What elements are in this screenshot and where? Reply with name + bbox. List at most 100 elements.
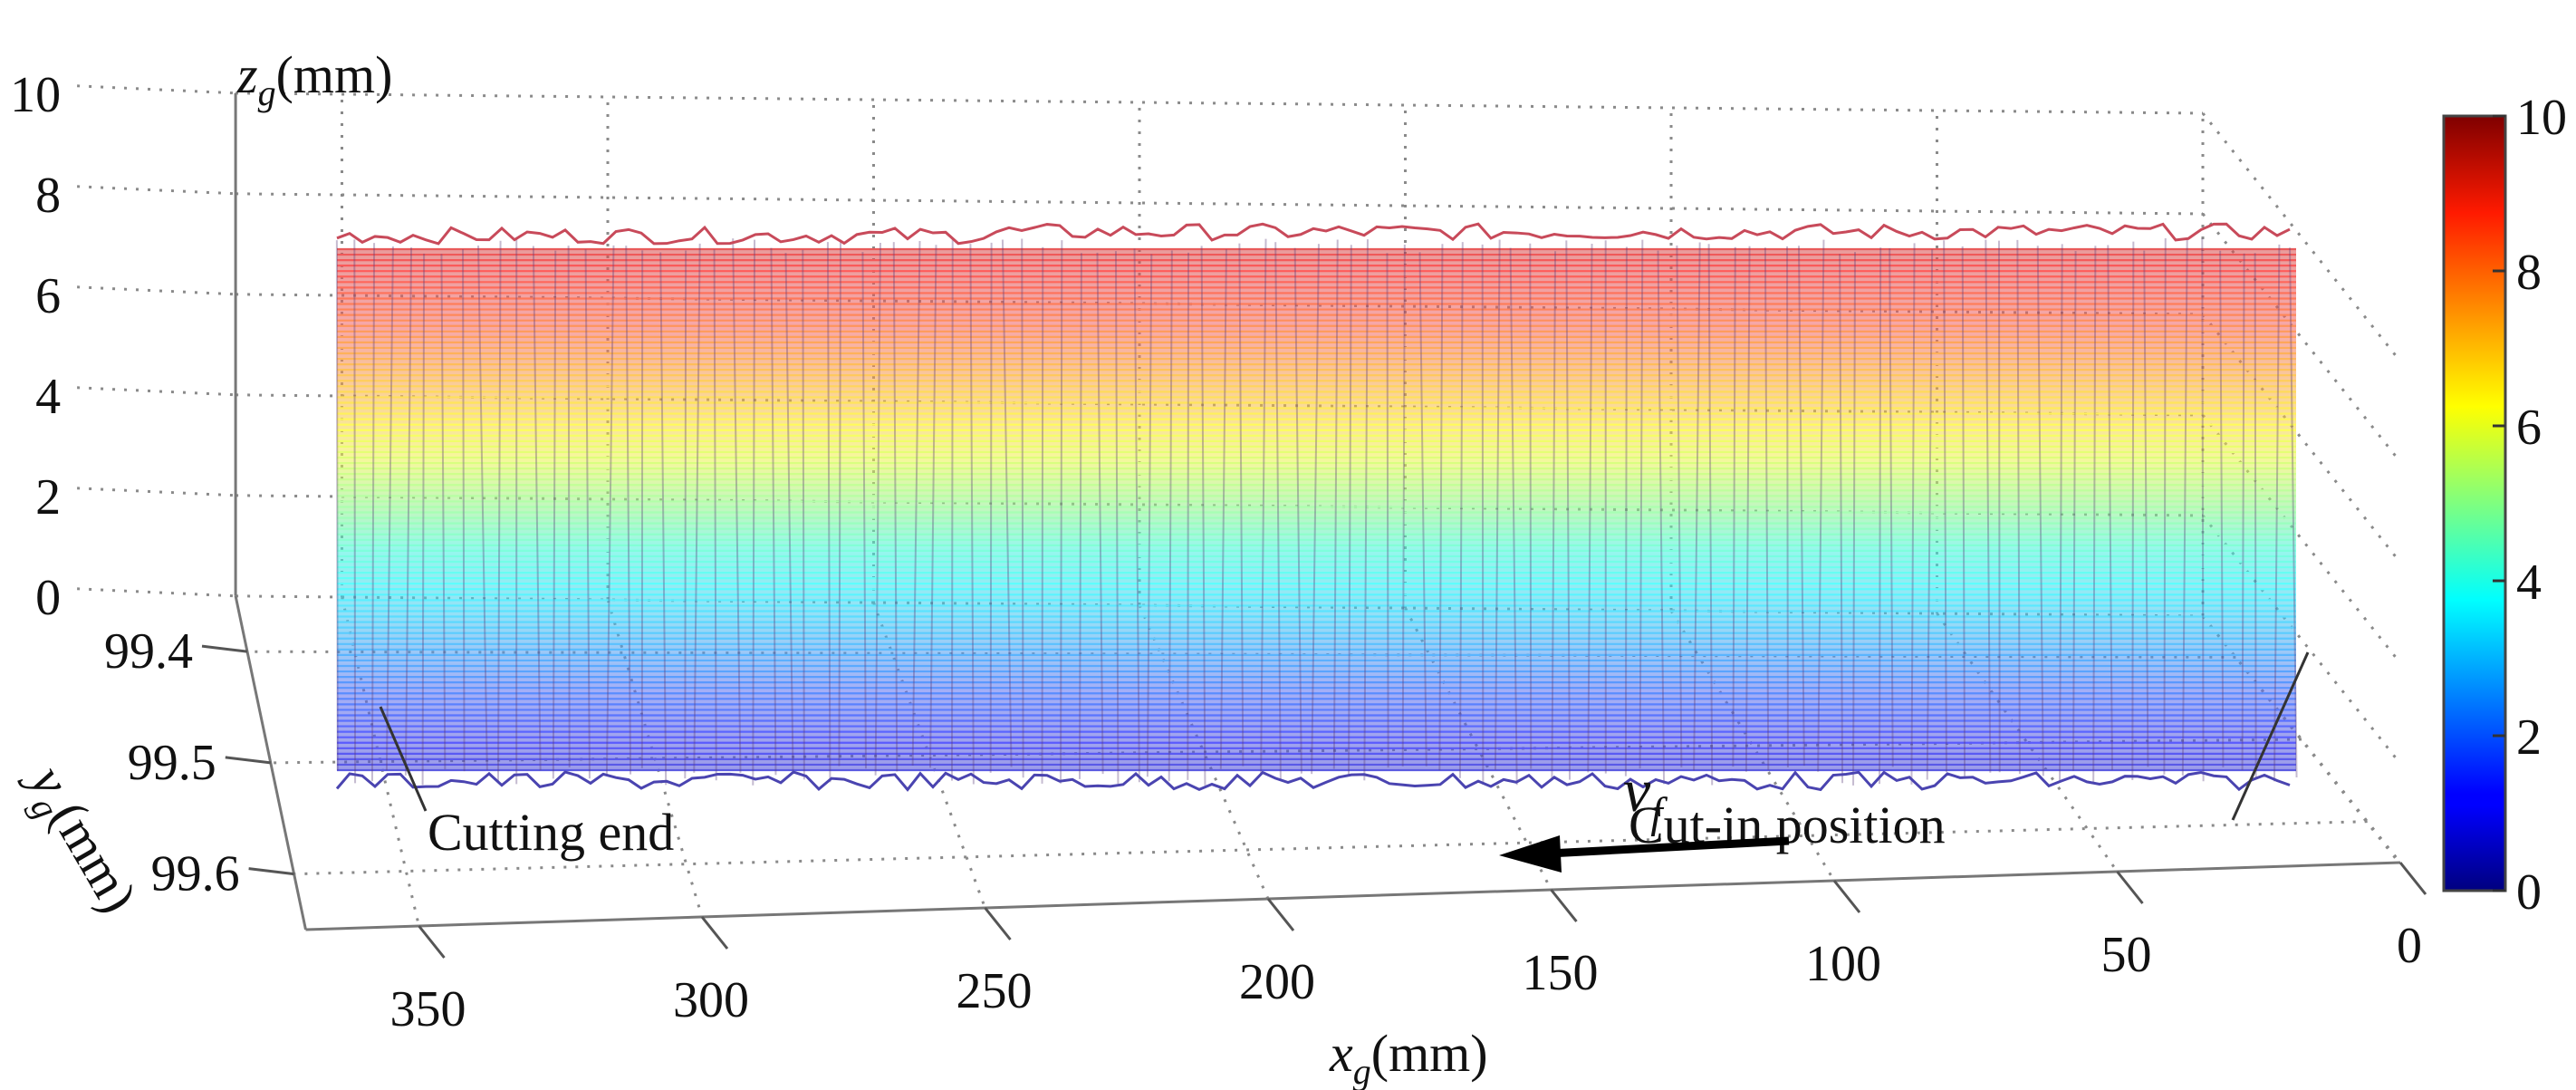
colorbar-tick-label: 10: [2516, 90, 2567, 146]
surface-col-line: [1786, 246, 1789, 768]
surface-bottom-edge: [335, 770, 2291, 792]
surface-col-line: [2036, 246, 2044, 777]
surface-col-line: [552, 250, 557, 779]
surface-col-line: [1745, 246, 1751, 772]
y-tick-mark: [225, 756, 271, 765]
surface-col-line: [1200, 246, 1206, 786]
x-tick-label: 150: [1523, 945, 1599, 1001]
surface-col-line: [1985, 239, 1992, 773]
x-tick-mark: [1266, 898, 1295, 931]
surface-col-line: [1060, 240, 1063, 784]
z-tick-label: 2: [35, 469, 61, 526]
surface-col-line: [625, 246, 632, 775]
surface-col-line: [335, 240, 339, 771]
surface-col-line: [1565, 240, 1572, 780]
surface-col-line: [1238, 243, 1245, 767]
surface-col-line: [1494, 239, 1501, 770]
surface-top-edge: [336, 222, 2291, 246]
surface-col-line: [1852, 252, 1857, 786]
surface-col-line: [1363, 239, 1369, 781]
surface-col-line: [1348, 245, 1352, 777]
z-tick-label: 0: [35, 570, 61, 626]
z-axis-label: zg(mm): [236, 45, 392, 113]
surface-col-line: [353, 239, 357, 784]
cutting-end-pointer: [379, 706, 428, 812]
y-tick-label: 99.4: [104, 623, 193, 680]
back-gridline-z: [235, 92, 2204, 115]
surface-col-line: [684, 250, 687, 779]
x-tick-mark: [2116, 871, 2144, 904]
colorbar-tick-label: 6: [2516, 400, 2542, 456]
surface-col-line: [969, 244, 975, 785]
surface-col-line: [421, 253, 426, 786]
surface-col-line: [1910, 243, 1916, 785]
surface-col-line: [826, 242, 831, 783]
surface-col-line: [892, 242, 899, 772]
colorbar-ticks: 10 8 6 4 2 0: [2493, 90, 2567, 921]
surface-col-line: [1676, 245, 1683, 767]
surface-col-line: [752, 239, 756, 786]
surface-col-line: [1529, 243, 1533, 769]
surface-col-line: [1293, 247, 1302, 774]
x-tick-label: 50: [2101, 927, 2152, 983]
right-gridline-z: [2201, 414, 2399, 661]
right-gridline-z: [2201, 515, 2399, 761]
x-tick-label: 200: [1239, 954, 1315, 1010]
surface-mesh: [335, 222, 2298, 792]
surface-col-line: [1311, 244, 1320, 775]
surface-col-line: [1418, 252, 1427, 767]
right-gridline-z: [2201, 112, 2399, 359]
z-tick-label: 10: [10, 67, 61, 123]
left-gridline-z: [77, 487, 236, 497]
feed-arrow-head: [1499, 835, 1562, 873]
x-tick-label: 100: [1805, 936, 1881, 992]
y-tick-label: 99.6: [151, 846, 240, 902]
surface-col-line: [861, 252, 867, 769]
surface-col-line: [1332, 239, 1339, 769]
x-tick-mark: [1832, 880, 1861, 913]
surface-col-line: [1168, 250, 1173, 782]
colorbar-tick-label: 0: [2516, 864, 2542, 921]
surface-col-line: [1639, 239, 1644, 769]
tick-labels: 350 300 250 200 150 100 50 0 99.4 99.5 99.6 10 8 6 4 2 0: [10, 67, 2427, 1037]
surface-col-line: [950, 238, 954, 781]
surface-col-line: [1114, 251, 1120, 785]
surface-col-line: [1732, 246, 1736, 767]
surface-col-line: [2181, 238, 2188, 776]
back-gridline-z: [235, 192, 2204, 216]
surface-col-line: [532, 246, 542, 771]
x-tick-mark: [1550, 889, 1578, 922]
surface-col-line: [770, 247, 777, 776]
surface-col-line: [1693, 242, 1701, 771]
surface-col-line: [1657, 250, 1666, 785]
surface-col-line: [2072, 251, 2077, 771]
z-tick-label: 4: [35, 369, 61, 425]
surface-col-line: [2059, 244, 2063, 781]
surface-col-line: [1943, 240, 1947, 773]
surface-col-line: [1078, 253, 1082, 779]
y-tick-mark: [201, 644, 248, 653]
surface-col-line: [1509, 247, 1518, 786]
surface-col-line: [2107, 245, 2113, 770]
left-gridline-z: [77, 185, 236, 196]
surface-col-line: [659, 252, 668, 786]
surface-col-line: [732, 238, 742, 773]
surface-col-line: [874, 243, 881, 776]
surface-col-line: [713, 249, 717, 781]
surface-col-line: [1274, 242, 1282, 781]
surface-col-line: [404, 247, 413, 776]
surface-col-line: [2201, 238, 2205, 782]
surface-col-line: [1386, 253, 1389, 768]
x-tick-mark: [984, 907, 1012, 940]
surface-col-line: [802, 249, 805, 780]
surface-col-line: [477, 246, 488, 771]
colorbar-tick-label: 4: [2516, 555, 2542, 611]
surface-col-line: [1764, 247, 1770, 770]
x-tick-label: 0: [2397, 918, 2422, 974]
surface-col-line: [2219, 250, 2225, 767]
cut-in-pointer: [2231, 651, 2310, 821]
surface-col-line: [1458, 242, 1464, 778]
surface-col-line: [1001, 239, 1013, 767]
surface-col-line: [605, 245, 615, 776]
